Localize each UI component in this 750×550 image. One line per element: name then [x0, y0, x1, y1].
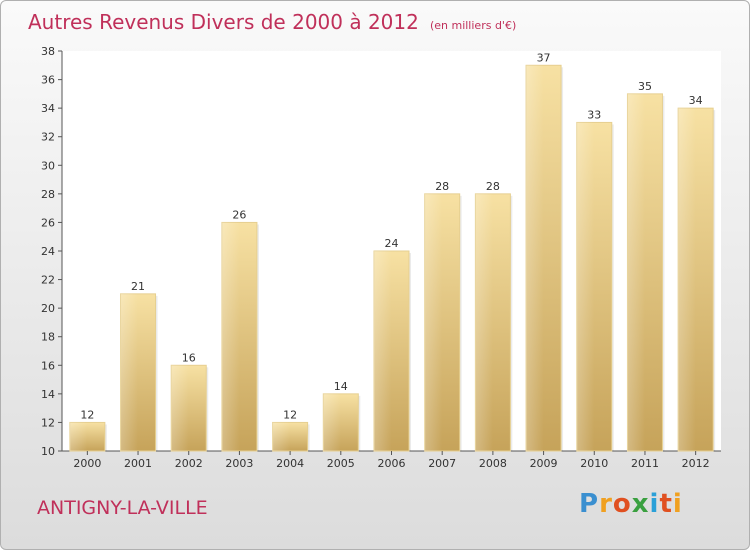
- bar-value-label: 12: [80, 408, 94, 421]
- y-tick-label: 36: [41, 74, 55, 87]
- commune-name: ANTIGNY-LA-VILLE: [37, 497, 208, 519]
- chart-title-main: Autres Revenus Divers de 2000 à 2012: [28, 10, 419, 34]
- bar-highlight: [120, 293, 139, 451]
- y-tick-label: 26: [41, 216, 55, 229]
- x-tick-label: 2001: [124, 457, 152, 470]
- x-tick-label: 2000: [73, 457, 101, 470]
- bar-highlight: [69, 422, 88, 451]
- y-tick-label: 20: [41, 302, 55, 315]
- y-tick-label: 28: [41, 188, 55, 201]
- y-tick-label: 14: [41, 388, 55, 401]
- chart-title: Autres Revenus Divers de 2000 à 2012 (en…: [28, 10, 516, 34]
- bar-highlight: [678, 108, 696, 452]
- logo-letter: o: [612, 489, 632, 519]
- bar-value-label: 16: [182, 351, 196, 364]
- logo-letter: i: [649, 489, 660, 519]
- x-tick-label: 2004: [276, 457, 304, 470]
- bar-value-label: 14: [334, 380, 348, 393]
- bar-value-label: 12: [283, 408, 297, 421]
- bar-value-label: 37: [537, 51, 551, 64]
- bar-highlight: [272, 422, 291, 451]
- x-tick-label: 2009: [530, 457, 558, 470]
- x-tick-label: 2010: [580, 457, 608, 470]
- bar-highlight: [424, 193, 443, 451]
- bar-value-label: 34: [689, 94, 703, 107]
- bar-highlight: [171, 365, 189, 451]
- bar-highlight: [627, 93, 645, 451]
- y-tick-label: 18: [41, 331, 55, 344]
- logo-letter: P: [579, 489, 600, 519]
- logo-letter: x: [631, 489, 650, 519]
- y-tick-label: 10: [41, 445, 55, 458]
- y-tick-label: 32: [41, 131, 55, 144]
- chart-unit-note: (en milliers d'€): [429, 19, 517, 32]
- logo-letter: i: [672, 489, 683, 519]
- bar-value-label: 28: [435, 180, 449, 193]
- bar-highlight: [526, 65, 544, 452]
- x-tick-label: 2003: [225, 457, 253, 470]
- x-tick-label: 2006: [378, 457, 406, 470]
- x-tick-label: 2012: [682, 457, 710, 470]
- bar-highlight: [475, 193, 493, 451]
- x-tick-label: 2008: [479, 457, 507, 470]
- logo-letter: t: [659, 489, 673, 519]
- y-tick-label: 38: [41, 45, 55, 58]
- bar-highlight: [323, 393, 341, 451]
- bar-highlight: [576, 122, 595, 451]
- y-tick-label: 34: [41, 102, 55, 115]
- bar-value-label: 24: [385, 237, 399, 250]
- bar-highlight: [221, 222, 240, 451]
- y-tick-label: 30: [41, 159, 55, 172]
- bar-highlight: [374, 251, 392, 451]
- bar-value-label: 35: [638, 80, 652, 93]
- x-tick-label: 2007: [428, 457, 456, 470]
- x-tick-label: 2005: [327, 457, 355, 470]
- y-tick-label: 16: [41, 359, 55, 372]
- bar-value-label: 33: [587, 108, 601, 121]
- bar-value-label: 21: [131, 280, 145, 293]
- proxiti-logo: Proxiti: [579, 489, 683, 519]
- bar-value-label: 28: [486, 180, 500, 193]
- x-tick-label: 2002: [175, 457, 203, 470]
- y-tick-label: 24: [41, 245, 55, 258]
- bar-value-label: 26: [232, 208, 246, 221]
- y-tick-label: 12: [41, 416, 55, 429]
- logo-letter: r: [599, 489, 613, 519]
- y-tick-label: 22: [41, 274, 55, 287]
- x-tick-label: 2011: [631, 457, 659, 470]
